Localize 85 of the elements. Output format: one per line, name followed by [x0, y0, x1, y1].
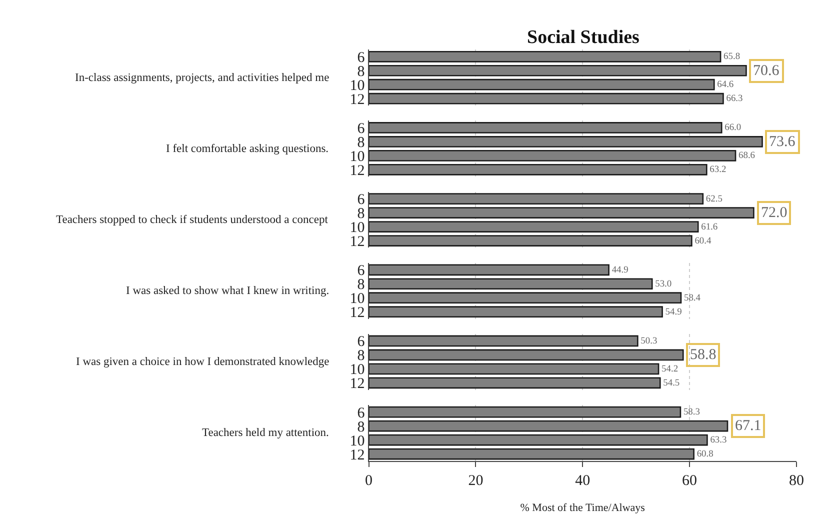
bar [368, 349, 684, 361]
data-label: 60.8 [696, 450, 714, 460]
bar [368, 150, 736, 162]
data-label: 58.4 [684, 293, 701, 304]
x-tick-label: 80 [788, 473, 804, 489]
data-label: 62.5 [706, 194, 723, 204]
bar [368, 92, 724, 104]
y-tick-label: 6 [357, 263, 366, 280]
y-tick-label: 6 [357, 120, 366, 137]
y-tick-label: 8 [357, 419, 365, 436]
bar [368, 221, 699, 232]
y-tick-label: 10 [350, 78, 365, 94]
data-label: 68.6 [738, 151, 756, 162]
bar [368, 363, 660, 375]
bar [368, 136, 763, 148]
y-tick-label: 12 [350, 234, 365, 250]
y-tick-label: 12 [350, 305, 365, 322]
y-axis-title: Teachers stopped to check if students understood a concept [56, 214, 329, 226]
data-label: 60.4 [694, 236, 712, 246]
bar [368, 264, 610, 276]
data-label: 63.2 [710, 165, 726, 176]
data-label: 66.0 [724, 123, 742, 134]
bar [368, 292, 682, 304]
data-label: 53.0 [655, 279, 672, 290]
x-tick-label: 40 [575, 473, 590, 489]
y-tick-label: 8 [357, 64, 365, 80]
y-axis-title: I felt comfortable asking questions. [166, 143, 329, 155]
x-tick-label: 20 [468, 473, 484, 489]
data-label: 65.8 [724, 52, 740, 62]
bar [368, 64, 747, 76]
data-label: 64.6 [717, 80, 734, 90]
y-tick-label: 12 [350, 92, 365, 108]
x-axis-title: % Most of the Time/Always [520, 502, 645, 514]
y-axis-title: In-class assignments, projects, and activities helped me [75, 72, 330, 84]
bar [368, 193, 704, 204]
y-tick-label: 8 [357, 206, 365, 222]
y-tick-label: 8 [357, 134, 365, 151]
annotation: 67.1 [735, 418, 762, 434]
y-tick-label: 10 [350, 433, 365, 450]
data-label: 66.3 [726, 94, 744, 104]
bar [368, 278, 653, 290]
y-axis-title: I was given a choice in how I demonstrated knowledge [76, 356, 330, 368]
bar [368, 50, 722, 62]
y-tick-label: 6 [357, 192, 366, 208]
y-tick-label: 10 [350, 362, 365, 378]
x-tick-label: 0 [365, 473, 373, 489]
bar [368, 235, 692, 246]
bar [368, 207, 754, 218]
y-tick-label: 6 [357, 50, 366, 66]
annotation: 58.8 [690, 347, 716, 363]
bar [368, 448, 694, 460]
bar [368, 434, 708, 446]
y-tick-label: 12 [350, 447, 365, 464]
annotation: 70.6 [753, 63, 780, 79]
bar [368, 78, 715, 90]
bar [368, 306, 663, 318]
y-tick-label: 12 [350, 376, 365, 392]
data-label: 58.3 [683, 408, 700, 418]
annotation: 73.6 [769, 134, 796, 150]
y-tick-label: 8 [357, 277, 365, 294]
data-label: 44.9 [612, 265, 629, 276]
data-label: 50.3 [640, 336, 658, 346]
bar [368, 420, 728, 432]
y-tick-label: 10 [350, 291, 365, 308]
y-tick-label: 10 [350, 148, 365, 165]
annotation: 72.0 [761, 205, 788, 221]
x-tick-label: 60 [682, 473, 698, 489]
data-label: 54.9 [665, 307, 682, 318]
bar [368, 335, 638, 347]
y-tick-label: 10 [350, 220, 365, 236]
bar [368, 377, 661, 389]
chart-title: Social Studies [527, 27, 640, 48]
y-tick-label: 12 [350, 162, 365, 179]
data-label: 63.3 [710, 436, 727, 446]
bar [368, 406, 682, 418]
data-label: 61.6 [701, 222, 718, 232]
y-tick-label: 6 [357, 334, 366, 350]
bar [368, 164, 708, 176]
y-axis-title: I was asked to show what I knew in writing. [126, 285, 330, 297]
bar [368, 122, 722, 134]
y-axis-title: Teachers held my attention. [202, 427, 330, 439]
y-tick-label: 8 [357, 348, 365, 364]
y-tick-label: 6 [357, 405, 366, 422]
data-label: 54.5 [663, 378, 680, 388]
data-label: 54.2 [662, 364, 678, 374]
